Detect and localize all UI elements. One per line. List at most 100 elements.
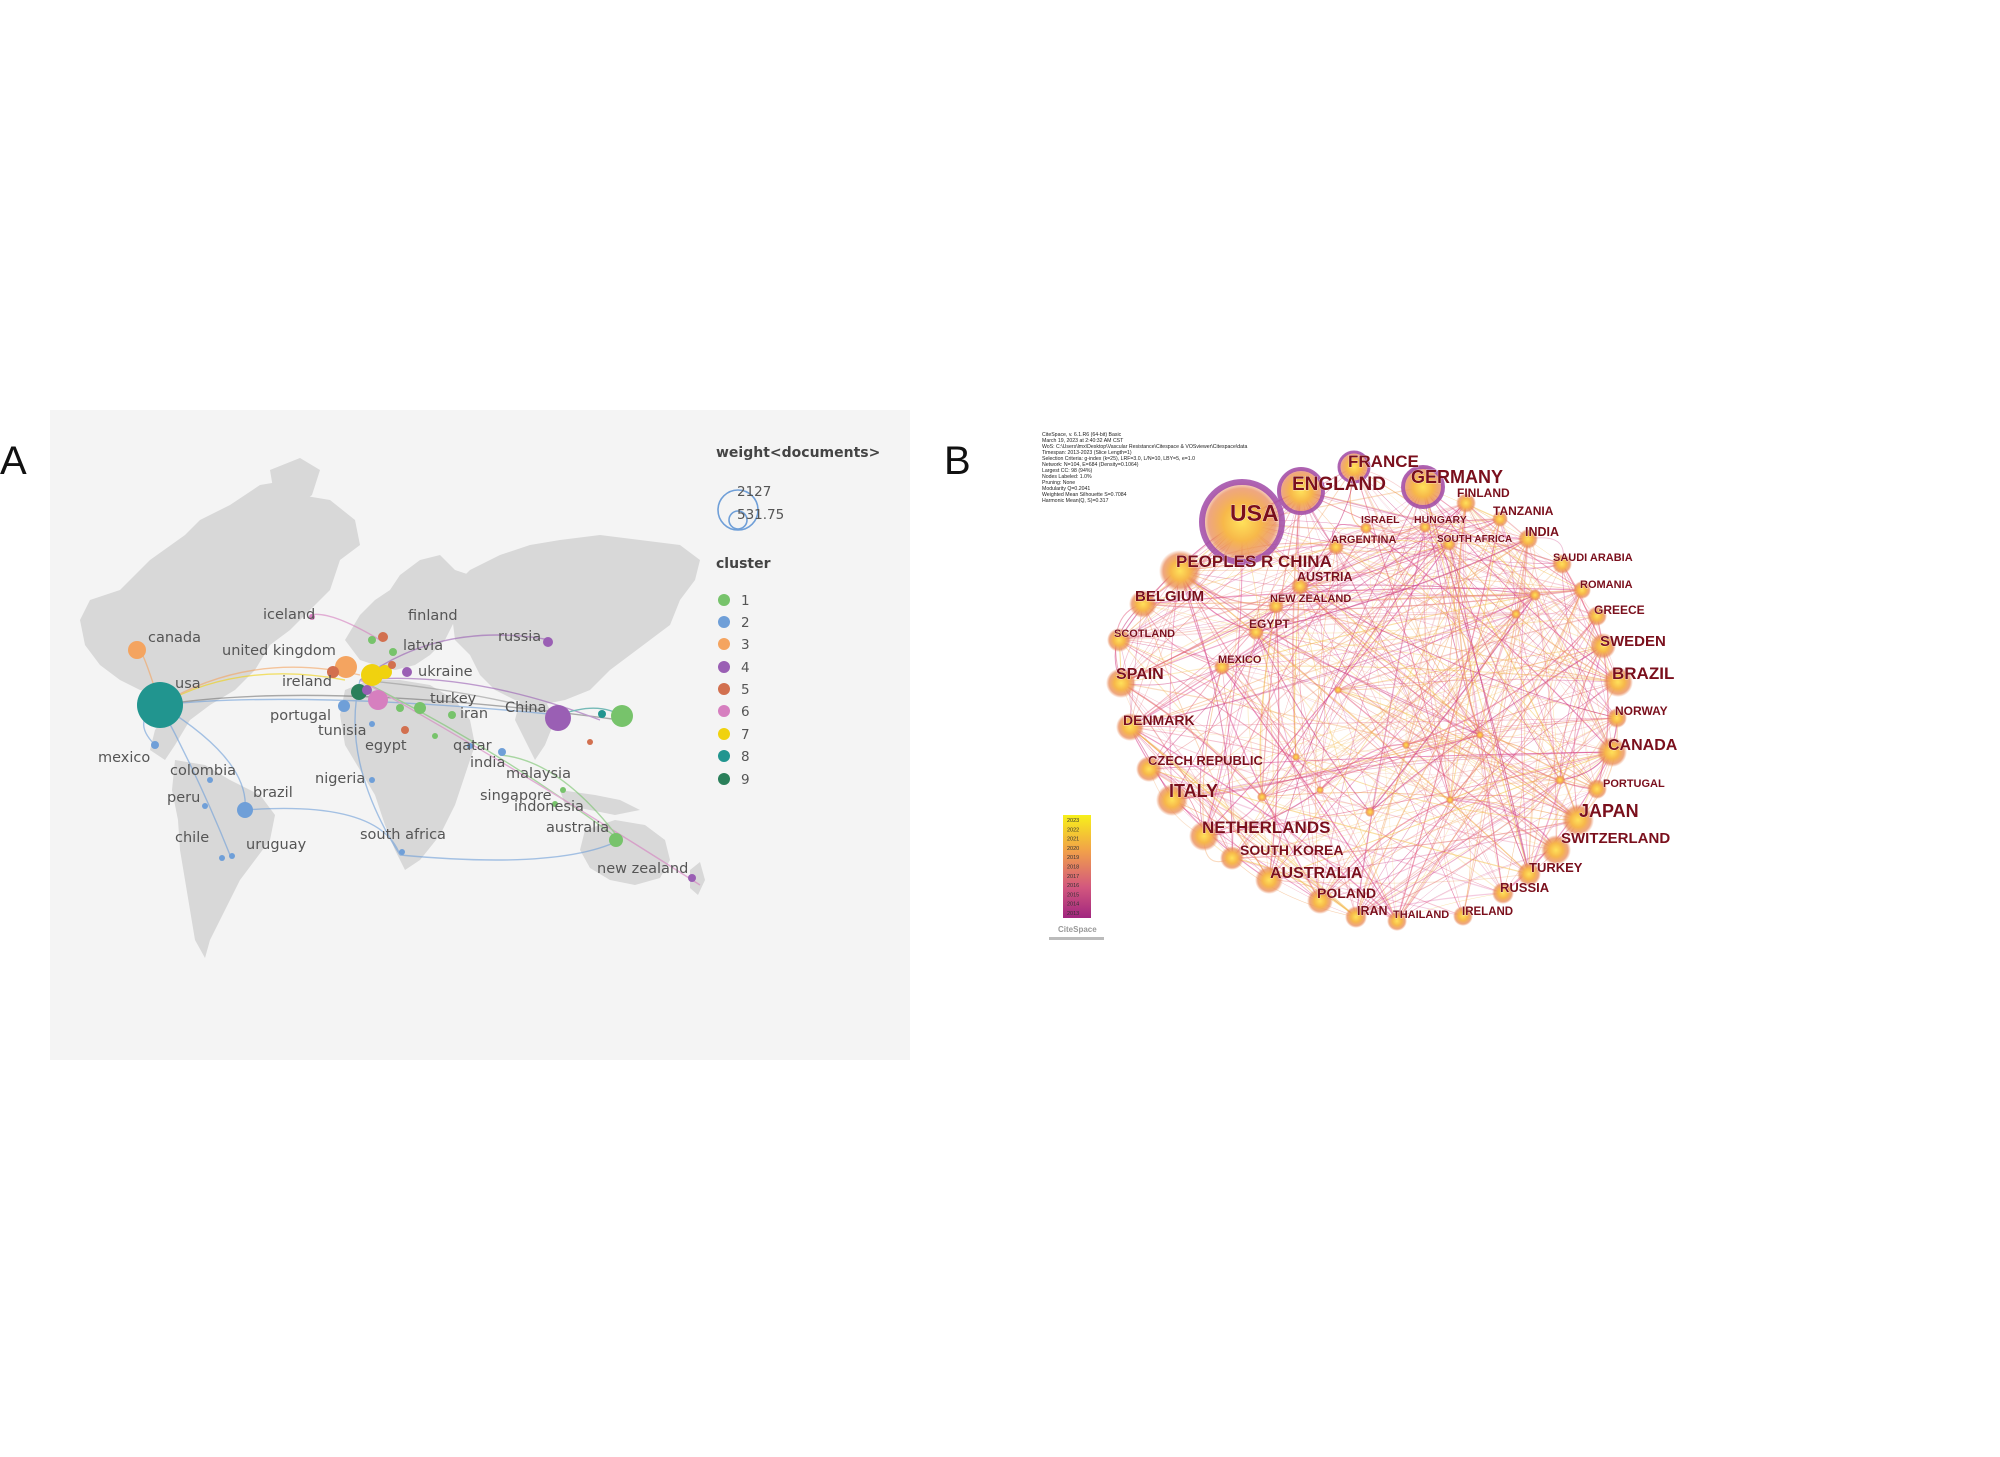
- network-node[interactable]: [1189, 821, 1219, 851]
- net-label-england: ENGLAND: [1292, 474, 1386, 495]
- map-node-netherlands[interactable]: [361, 664, 383, 686]
- network-node[interactable]: [1529, 589, 1541, 601]
- map-node-tunisia[interactable]: [369, 721, 375, 727]
- network-node[interactable]: [1159, 550, 1201, 592]
- network-link: [1355, 799, 1451, 918]
- map-node-mexico[interactable]: [151, 741, 159, 749]
- map-node-usa[interactable]: [137, 682, 183, 728]
- map-node-finland[interactable]: [378, 632, 388, 642]
- map-node-russia[interactable]: [543, 637, 553, 647]
- network-node[interactable]: [1387, 911, 1407, 931]
- map-node-greece[interactable]: [396, 704, 404, 712]
- map-node-egypt[interactable]: [401, 726, 409, 734]
- network-node[interactable]: [1541, 835, 1571, 865]
- network-node[interactable]: [1129, 590, 1157, 618]
- network-node[interactable]: [1316, 786, 1324, 794]
- map-node-south-africa[interactable]: [399, 849, 405, 855]
- network-node[interactable]: [1291, 577, 1309, 595]
- map-node-spain[interactable]: [338, 700, 350, 712]
- network-node[interactable]: [1597, 737, 1627, 767]
- map-node-nigeria[interactable]: [369, 777, 375, 783]
- network-node[interactable]: [1573, 581, 1591, 599]
- network-node[interactable]: [1442, 537, 1456, 551]
- map-node-united-kingdom[interactable]: [335, 656, 357, 678]
- map-node-taiwan[interactable]: [587, 739, 593, 745]
- map-node-germany[interactable]: [378, 665, 392, 679]
- network-node[interactable]: [1607, 708, 1627, 728]
- network-node[interactable]: [1590, 633, 1616, 659]
- cluster-legend-label: 4: [741, 660, 750, 676]
- network-node[interactable]: [1365, 807, 1375, 817]
- map-node-japan[interactable]: [611, 705, 633, 727]
- network-node[interactable]: [1562, 804, 1594, 836]
- network-node[interactable]: [1248, 624, 1264, 640]
- network-node[interactable]: [1517, 862, 1541, 886]
- map-node-peru[interactable]: [202, 803, 208, 809]
- map-node-singapore[interactable]: [552, 801, 558, 807]
- network-node[interactable]: [1277, 467, 1325, 515]
- map-node-brazil[interactable]: [237, 802, 253, 818]
- map-node-qatar[interactable]: [467, 743, 473, 749]
- map-node-latvia[interactable]: [389, 648, 397, 656]
- map-node-india[interactable]: [498, 748, 506, 756]
- network-node[interactable]: [1328, 539, 1344, 555]
- network-node[interactable]: [1136, 756, 1162, 782]
- network-node[interactable]: [1116, 713, 1144, 741]
- map-node-chile[interactable]: [219, 855, 225, 861]
- network-node[interactable]: [1456, 493, 1476, 513]
- network-node[interactable]: [1446, 796, 1454, 804]
- network-node[interactable]: [1292, 753, 1300, 761]
- map-node-uruguay[interactable]: [229, 853, 235, 859]
- network-node[interactable]: [1360, 522, 1372, 534]
- map-node-italy[interactable]: [368, 690, 388, 710]
- map-node-canada[interactable]: [128, 641, 146, 659]
- map-node-saudi-arabia[interactable]: [432, 733, 438, 739]
- network-node[interactable]: [1511, 609, 1521, 619]
- map-node-iran[interactable]: [448, 711, 456, 719]
- map-label: russia: [498, 629, 541, 645]
- map-node-australia[interactable]: [609, 833, 623, 847]
- network-node[interactable]: [1214, 659, 1230, 675]
- network-node[interactable]: [1334, 686, 1342, 694]
- network-node[interactable]: [1552, 554, 1572, 574]
- network-node[interactable]: [1338, 451, 1370, 483]
- network-node[interactable]: [1401, 465, 1445, 509]
- network-node[interactable]: [1492, 882, 1514, 904]
- map-node-switzerland[interactable]: [362, 685, 372, 695]
- network-node[interactable]: [1419, 521, 1431, 533]
- network-link: [1355, 892, 1504, 918]
- network-node[interactable]: [1106, 668, 1136, 698]
- network-node[interactable]: [1257, 792, 1267, 802]
- map-node-poland[interactable]: [388, 661, 396, 669]
- network-node[interactable]: [1307, 888, 1333, 914]
- network-node[interactable]: [1200, 480, 1284, 564]
- network-node[interactable]: [1402, 741, 1410, 749]
- network-node[interactable]: [1492, 511, 1508, 527]
- network-node[interactable]: [1107, 628, 1131, 652]
- network-node[interactable]: [1555, 775, 1565, 785]
- network-node[interactable]: [1587, 606, 1607, 626]
- network-node[interactable]: [1220, 846, 1244, 870]
- network-link: [1355, 613, 1517, 918]
- network-node[interactable]: [1603, 667, 1633, 697]
- map-node-new-zealand[interactable]: [688, 874, 696, 882]
- network-node[interactable]: [1587, 779, 1607, 799]
- network-node[interactable]: [1156, 784, 1188, 816]
- map-node-iceland[interactable]: [309, 614, 315, 620]
- network-node[interactable]: [1268, 598, 1284, 614]
- map-node-sweden[interactable]: [368, 636, 376, 644]
- map-node-ireland[interactable]: [327, 666, 339, 678]
- map-node-china[interactable]: [545, 705, 571, 731]
- map-node-south-korea[interactable]: [598, 710, 606, 718]
- network-node[interactable]: [1518, 529, 1538, 549]
- network-node[interactable]: [1345, 906, 1367, 928]
- map-node-ukraine[interactable]: [402, 667, 412, 677]
- network-node[interactable]: [1255, 866, 1283, 894]
- network-node[interactable]: [1476, 731, 1484, 739]
- net-label-israel: ISRAEL: [1361, 514, 1400, 526]
- map-node-malaysia[interactable]: [560, 787, 566, 793]
- network-link: [1449, 594, 1536, 801]
- network-node[interactable]: [1453, 906, 1473, 926]
- map-node-colombia[interactable]: [207, 777, 213, 783]
- map-node-turkey[interactable]: [414, 702, 426, 714]
